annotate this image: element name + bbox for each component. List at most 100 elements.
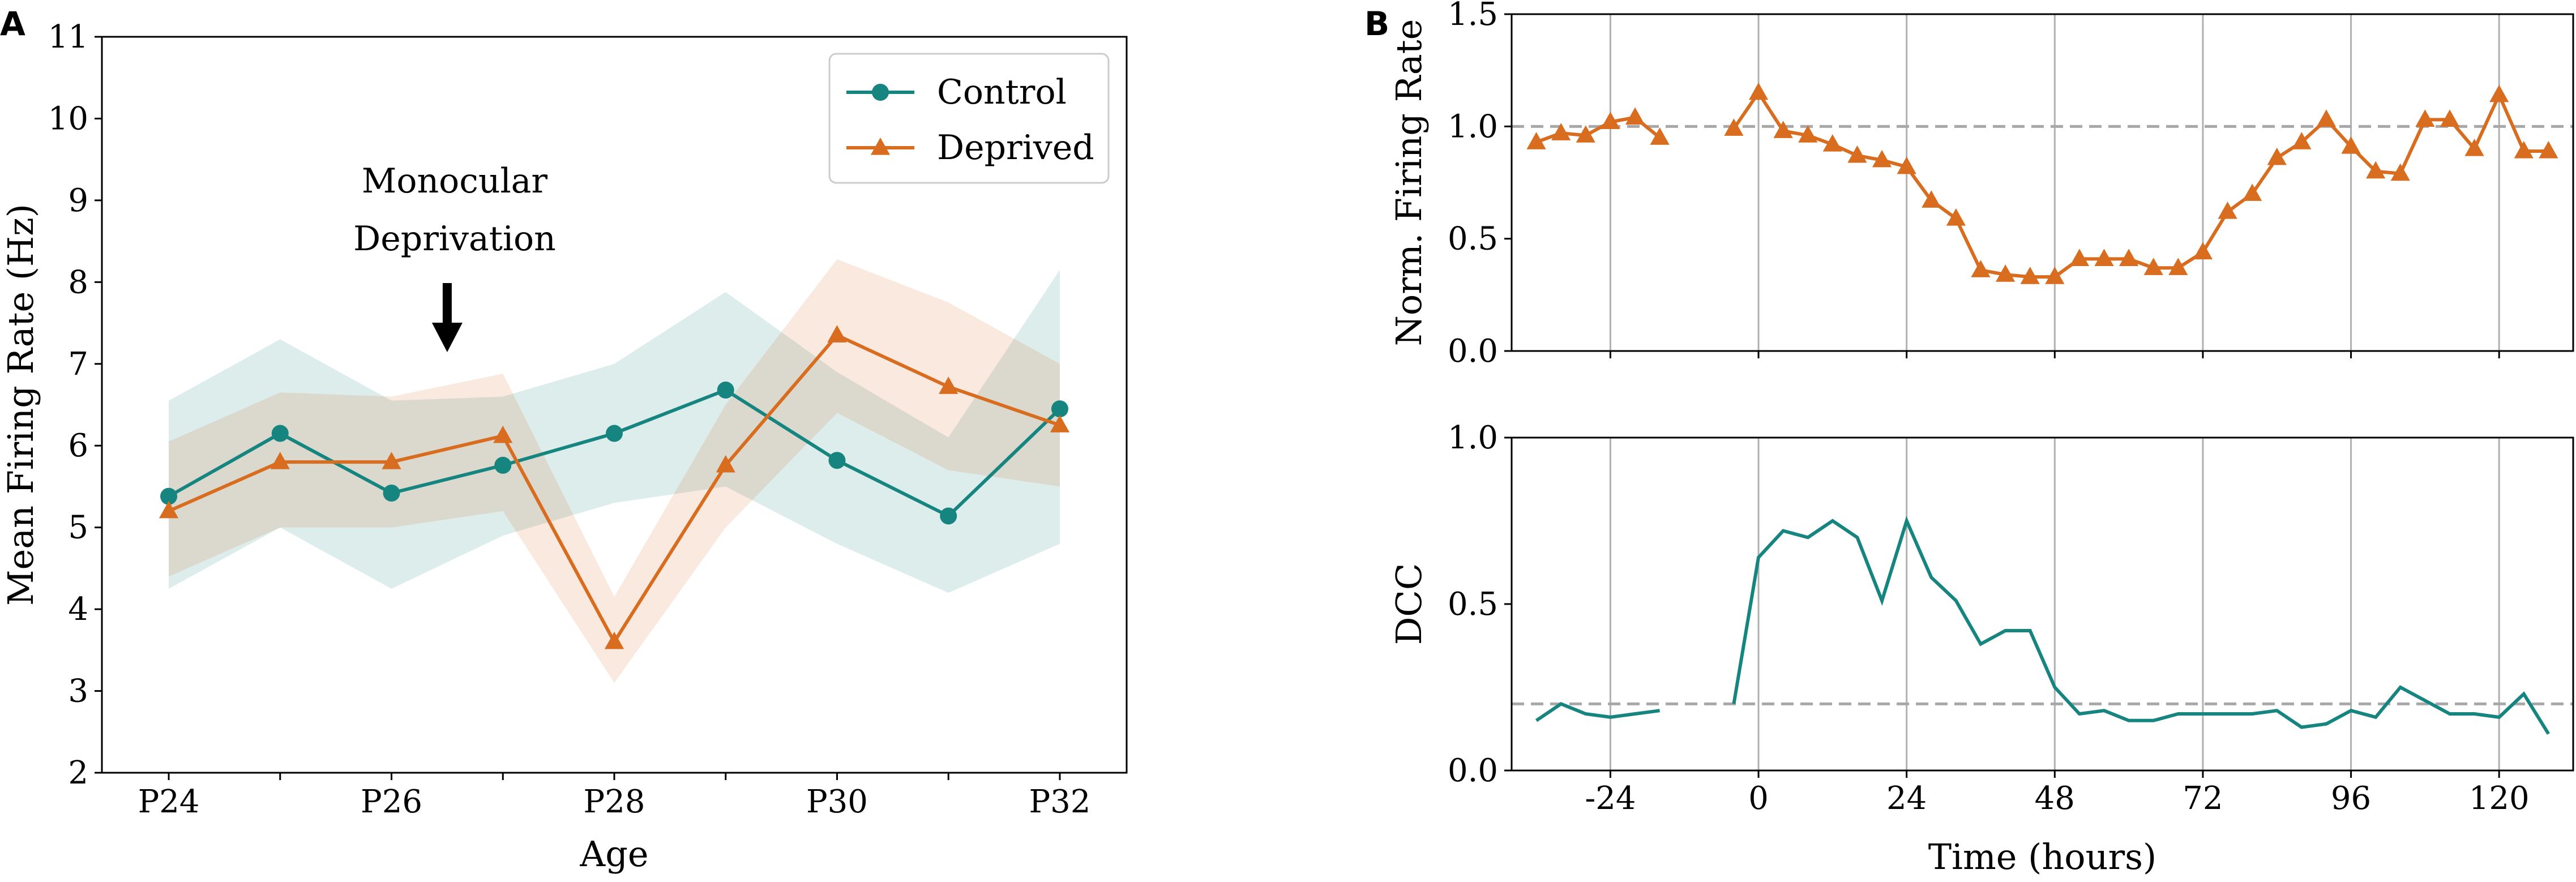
data-point-firing-rate [2243, 183, 2262, 201]
data-point-firing-rate [1625, 107, 1645, 125]
x-axis-label: Time (hours) [1928, 836, 2156, 877]
data-point-firing-rate [1995, 264, 2016, 282]
plot-frame [1510, 436, 2574, 772]
panel-label-a: A [0, 5, 25, 43]
x-axis-label: Age [579, 833, 648, 875]
data-point-firing-rate [2316, 109, 2337, 127]
plot-frame [1510, 13, 2574, 352]
annotation-arrow-head [431, 323, 463, 352]
data-point-firing-rate [2168, 258, 2188, 275]
data-point-firing-rate [2341, 136, 2361, 154]
data-point-firing-rate [2366, 161, 2386, 179]
data-point-firing-rate [1897, 156, 1916, 174]
data-point-firing-rate [2440, 109, 2460, 127]
annotation-text: Monocular [362, 161, 548, 201]
y-tick-label: 7 [68, 346, 88, 383]
legend-marker-control [872, 84, 889, 101]
y-tick-label: 5 [68, 509, 88, 546]
data-point-firing-rate [1872, 149, 1892, 168]
data-point-control [828, 452, 846, 469]
data-point-firing-rate [1946, 208, 1966, 226]
legend-label-deprived: Deprived [937, 128, 1094, 168]
x-tick-label: 24 [1886, 780, 1927, 817]
data-point-firing-rate [2069, 249, 2090, 266]
data-point-control [606, 425, 623, 442]
data-point-firing-rate [2489, 84, 2509, 102]
data-point-control [160, 487, 178, 505]
data-point-firing-rate [1922, 190, 1941, 208]
y-axis-label: DCC [1388, 563, 1430, 645]
data-point-firing-rate [2292, 132, 2312, 149]
data-point-control [494, 456, 512, 474]
y-tick-label: 6 [68, 427, 88, 464]
data-point-deprived [604, 631, 624, 649]
annotation-text: Deprivation [353, 219, 556, 259]
x-tick-label: -24 [1585, 780, 1636, 817]
data-point-firing-rate [1551, 123, 1571, 140]
y-axis-label: Mean Firing Rate (Hz) [0, 204, 41, 606]
ci-band-deprived [169, 259, 1060, 683]
annotation-arrow-shaft [442, 283, 452, 326]
data-point-firing-rate [2193, 242, 2213, 260]
data-point-control [1051, 400, 1068, 418]
data-point-firing-rate [2119, 249, 2139, 266]
data-point-deprived [270, 452, 290, 469]
data-point-firing-rate [1773, 121, 1793, 138]
data-point-deprived [493, 425, 513, 443]
data-point-firing-rate [2390, 163, 2410, 181]
panel-b-dcc-chart: 0.0 0.5 1.0 -24 0 24 48 72 96 120 DCC Time (hours) [1388, 419, 2574, 877]
y-tick-label: 2 [68, 755, 88, 791]
data-point-firing-rate [1971, 260, 1991, 277]
y-tick-label: 1.0 [1448, 108, 1498, 145]
data-point-firing-rate [1847, 145, 1867, 163]
panel-a-chart: A 2 3 4 5 6 7 8 9 10 11 P24 P26 P28 P30 P32 Age Mean Firi… [0, 5, 1128, 875]
data-point-deprived [939, 376, 958, 394]
data-point-firing-rate [1798, 125, 1818, 143]
legend-label-control: Control [937, 72, 1067, 112]
data-point-firing-rate [1822, 134, 1842, 152]
data-point-firing-rate [1748, 82, 1769, 100]
y-tick-label: 8 [68, 264, 88, 301]
x-tick-label: 48 [2035, 780, 2075, 817]
data-point-firing-rate [2094, 249, 2114, 266]
data-point-deprived [382, 452, 401, 469]
data-point-firing-rate [2464, 139, 2484, 156]
y-tick-label: 0.0 [1448, 333, 1498, 370]
data-point-firing-rate [1526, 132, 1546, 149]
legend-box [828, 53, 1110, 184]
x-tick-label: 0 [1748, 780, 1769, 817]
data-point-firing-rate [2514, 140, 2534, 159]
x-tick-label: 96 [2331, 780, 2371, 817]
y-tick-label: 3 [68, 673, 88, 710]
y-axis-label: Norm. Firing Rate [1388, 19, 1430, 346]
x-tick-label: P30 [806, 783, 868, 820]
data-point-firing-rate [1650, 127, 1670, 145]
data-point-deprived [827, 325, 847, 342]
data-point-firing-rate [2218, 202, 2237, 219]
y-tick-label: 11 [48, 19, 88, 55]
data-point-control [717, 382, 734, 399]
data-point-deprived [716, 455, 735, 473]
y-tick-label: 1.0 [1448, 419, 1498, 456]
data-point-firing-rate [2539, 140, 2558, 159]
data-point-firing-rate [2045, 267, 2065, 284]
data-point-firing-rate [1601, 112, 1620, 129]
y-tick-label: 4 [68, 591, 88, 628]
data-point-deprived [1050, 415, 1070, 433]
x-tick-label: P26 [361, 783, 422, 820]
y-tick-label: 0.5 [1448, 221, 1498, 258]
data-point-firing-rate [2267, 147, 2287, 165]
y-tick-label: 10 [48, 100, 88, 137]
series-line-dcc [1732, 516, 2550, 735]
data-point-control [940, 507, 957, 525]
x-tick-label: P24 [138, 783, 200, 820]
data-point-firing-rate [2415, 109, 2435, 127]
x-tick-label: P28 [584, 783, 645, 820]
y-tick-label: 0.5 [1448, 586, 1498, 623]
y-tick-label: 0.0 [1448, 752, 1498, 789]
panel-label-b: B [1364, 5, 1389, 43]
x-tick-label: 120 [2469, 780, 2530, 817]
data-point-firing-rate [1576, 125, 1595, 143]
